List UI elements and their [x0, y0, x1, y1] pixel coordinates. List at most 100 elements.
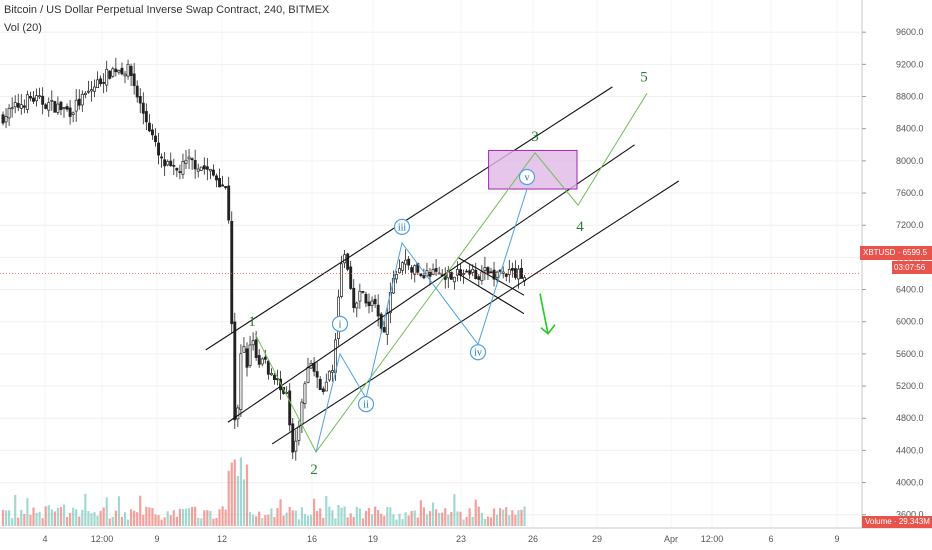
candle-down: [288, 390, 292, 426]
price-tick-label: 4000.0: [896, 478, 924, 488]
candle-down: [68, 107, 72, 117]
volume-bar: [184, 508, 188, 526]
price-tick-label: 7200.0: [896, 220, 924, 230]
candle-up: [71, 112, 75, 115]
candle-up: [74, 99, 78, 112]
candle-up: [358, 290, 362, 302]
candle-down: [221, 184, 225, 187]
candle-down: [212, 169, 215, 176]
candle-up: [413, 265, 417, 275]
candle-up: [196, 168, 200, 172]
volume-bar: [392, 514, 395, 526]
volume-bar: [62, 504, 66, 526]
volume-bar: [224, 509, 227, 526]
sub-wave-circle: [518, 168, 536, 186]
candle-down: [215, 175, 218, 181]
candle-down: [44, 104, 48, 109]
candle-up: [19, 104, 23, 109]
volume-bar: [29, 514, 32, 526]
volume-bar: [23, 514, 26, 526]
volume-bar: [364, 510, 368, 526]
candle-up: [38, 95, 42, 98]
candle-up: [199, 166, 203, 171]
candle-down: [233, 321, 237, 421]
candle-down: [135, 85, 139, 98]
price-tick-label: 5200.0: [896, 381, 924, 391]
time-tick-label: 23: [456, 534, 466, 544]
candle-up: [4, 116, 8, 123]
price-tick-label: 7600.0: [896, 188, 924, 198]
sub-wave-circle: [393, 218, 411, 236]
time-tick-label: 12:00: [91, 534, 114, 544]
candle-up: [10, 107, 14, 110]
volume-bar: [4, 510, 8, 526]
volume-bar: [325, 496, 328, 526]
volume-bar: [50, 509, 53, 526]
candle-up: [47, 102, 51, 111]
volume-bar: [11, 518, 14, 526]
candle-up: [50, 99, 54, 102]
candle-down: [346, 253, 350, 270]
volume-bar: [114, 510, 117, 526]
volume-bar: [517, 510, 520, 526]
candle-up: [236, 407, 240, 420]
candle-down: [205, 166, 209, 170]
time-tick-label: 6: [768, 534, 773, 544]
volume-bar: [361, 518, 364, 526]
candle-down: [510, 268, 514, 271]
candle-up: [495, 271, 499, 278]
volume-bar: [374, 506, 377, 526]
volume-bar: [236, 475, 239, 526]
volume-bar: [453, 494, 456, 526]
volume-bar: [297, 519, 300, 526]
sub-wave-label-i: i: [339, 319, 342, 330]
sub-wave-line: [315, 188, 528, 453]
volume-bar: [477, 506, 480, 526]
volume-bar: [151, 507, 154, 526]
volume-bar: [53, 511, 56, 526]
candle-down: [513, 268, 517, 278]
volume-bar: [294, 510, 297, 526]
volume-bar: [334, 518, 337, 526]
last-price-tag: XBTUSD · 6599.5: [860, 246, 932, 260]
volume-bar: [395, 519, 398, 526]
volume-bar: [191, 506, 194, 526]
candle-down: [504, 273, 508, 277]
candle-up: [242, 346, 246, 353]
volume-bar: [349, 513, 352, 526]
candle-down: [59, 101, 63, 111]
candle-down: [419, 273, 423, 277]
volume-bar: [468, 508, 471, 526]
candle-down: [99, 78, 103, 85]
candle-down: [373, 298, 377, 305]
volume-bar: [380, 513, 383, 526]
candle-down: [1, 114, 5, 124]
volume-bar: [499, 508, 502, 526]
volume-bar: [483, 519, 486, 526]
volume-bar: [120, 516, 124, 526]
primary-wave-line: [254, 93, 648, 453]
candle-down: [178, 171, 182, 173]
volume-bar: [352, 516, 355, 526]
volume-bar: [264, 515, 267, 526]
candle-down: [422, 275, 426, 279]
volume-bar: [20, 509, 23, 526]
volume-bar: [462, 519, 465, 526]
volume-bar: [248, 512, 252, 526]
volume-bar: [456, 511, 459, 526]
volume-bar: [221, 506, 224, 526]
volume-bar: [313, 498, 316, 526]
volume-bar: [261, 518, 264, 526]
time-tick-label: 9: [154, 534, 159, 544]
volume-bar: [252, 514, 255, 526]
candle-down: [29, 95, 32, 99]
candle-down: [108, 70, 112, 79]
candle-down: [465, 270, 469, 273]
volume-bar: [206, 510, 209, 526]
candle-up: [452, 276, 456, 283]
candle-down: [175, 167, 179, 171]
volume-bar: [175, 516, 178, 526]
volume-bar: [303, 513, 307, 526]
wave-label-2: 2: [310, 462, 318, 478]
